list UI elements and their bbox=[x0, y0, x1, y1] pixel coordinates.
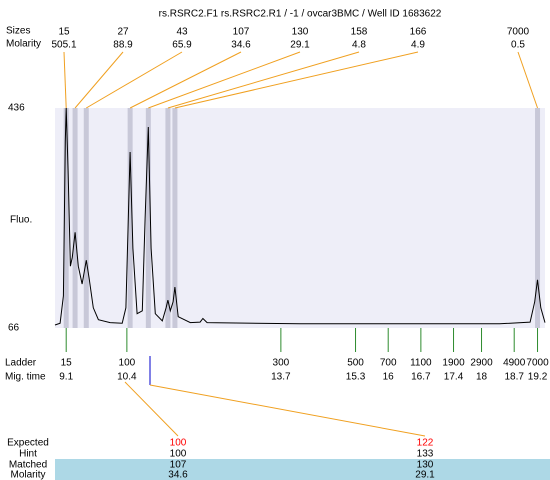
ladder-time: 17.4 bbox=[444, 372, 464, 383]
peak-size: 130 bbox=[292, 27, 309, 38]
row-label: Molarity bbox=[10, 470, 45, 480]
peak-molarity: 4.9 bbox=[411, 40, 425, 51]
ladder-size: 15 bbox=[61, 358, 73, 369]
peak-link bbox=[63, 51, 67, 109]
hint-value: 100 bbox=[170, 449, 187, 460]
matched-row-bg bbox=[55, 459, 550, 480]
ladder-size: 1100 bbox=[410, 358, 432, 369]
row-label: Expected bbox=[7, 438, 49, 449]
peak-molarity: 65.9 bbox=[172, 40, 192, 51]
matched-value: 107 bbox=[170, 460, 187, 471]
matched-value: 130 bbox=[417, 460, 434, 471]
peak-molarity: 88.9 bbox=[113, 40, 133, 51]
peak-size: 107 bbox=[233, 27, 250, 38]
ladder-time: 9.1 bbox=[59, 372, 73, 383]
peak-link bbox=[86, 51, 183, 109]
molarity-value: 34.6 bbox=[168, 470, 188, 480]
link bbox=[149, 384, 426, 437]
ladder-size: 7000 bbox=[526, 358, 549, 369]
peak-link bbox=[129, 51, 242, 109]
ladder-size: 1900 bbox=[442, 358, 465, 369]
peak-band bbox=[145, 108, 151, 328]
peak-link bbox=[174, 51, 419, 109]
peak-band bbox=[83, 108, 89, 328]
ladder-time: 13.7 bbox=[271, 372, 291, 383]
peak-molarity: 29.1 bbox=[290, 40, 310, 51]
mig-time-label: Mig. time bbox=[5, 372, 46, 383]
hint-value: 133 bbox=[417, 449, 434, 460]
y-label: Fluo. bbox=[10, 215, 32, 226]
peak-molarity: 4.8 bbox=[352, 40, 366, 51]
peak-link bbox=[517, 51, 539, 109]
peak-band bbox=[127, 108, 133, 328]
link bbox=[124, 381, 179, 437]
ladder-time: 18 bbox=[476, 372, 488, 383]
plot-area bbox=[55, 108, 545, 328]
ladder-size: 300 bbox=[273, 358, 290, 369]
peak-size: 166 bbox=[410, 27, 427, 38]
trace bbox=[54, 107, 546, 326]
y-tick-label: 66 bbox=[8, 323, 20, 334]
peak-band bbox=[63, 108, 69, 328]
ladder-time: 15.3 bbox=[346, 372, 366, 383]
peak-molarity: 34.6 bbox=[231, 40, 251, 51]
ladder-time: 19.2 bbox=[528, 372, 548, 383]
ladder-time: 18.7 bbox=[504, 372, 524, 383]
peak-size: 15 bbox=[58, 27, 70, 38]
row-label: Matched bbox=[9, 460, 47, 471]
ladder-size: 500 bbox=[347, 358, 364, 369]
ladder-time: 16.7 bbox=[411, 372, 431, 383]
ladder-size: 100 bbox=[119, 358, 136, 369]
peak-link bbox=[167, 51, 360, 109]
peak-link bbox=[74, 51, 124, 109]
ladder-size: 700 bbox=[380, 358, 397, 369]
expected-value: 100 bbox=[170, 438, 187, 449]
peak-size: 27 bbox=[117, 27, 129, 38]
peak-band bbox=[535, 108, 541, 328]
ladder-size: 4900 bbox=[503, 358, 526, 369]
peak-molarity-label: Molarity bbox=[6, 39, 41, 50]
ladder-label: Ladder bbox=[5, 358, 37, 369]
peak-molarity: 505.1 bbox=[51, 40, 76, 51]
peak-band bbox=[172, 108, 178, 328]
ladder-time: 16 bbox=[383, 372, 395, 383]
peak-molarity: 0.5 bbox=[511, 40, 525, 51]
peak-band bbox=[165, 108, 171, 328]
expected-value: 122 bbox=[417, 438, 434, 449]
peak-size: 43 bbox=[176, 27, 188, 38]
peak-size: 7000 bbox=[507, 27, 530, 38]
row-label: Hint bbox=[19, 449, 37, 460]
peak-size: 158 bbox=[351, 27, 368, 38]
title: rs.RSRC2.F1 rs.RSRC2.R1 / -1 / ovcar3BMC… bbox=[159, 9, 442, 20]
peak-band bbox=[72, 108, 78, 328]
ladder-time: 10.4 bbox=[117, 372, 137, 383]
peak-link bbox=[148, 51, 301, 109]
y-tick-label: 436 bbox=[8, 103, 25, 114]
ladder-size: 2900 bbox=[470, 358, 493, 369]
molarity-value: 29.1 bbox=[415, 470, 435, 480]
peak-sizes-label: Sizes bbox=[6, 26, 30, 37]
